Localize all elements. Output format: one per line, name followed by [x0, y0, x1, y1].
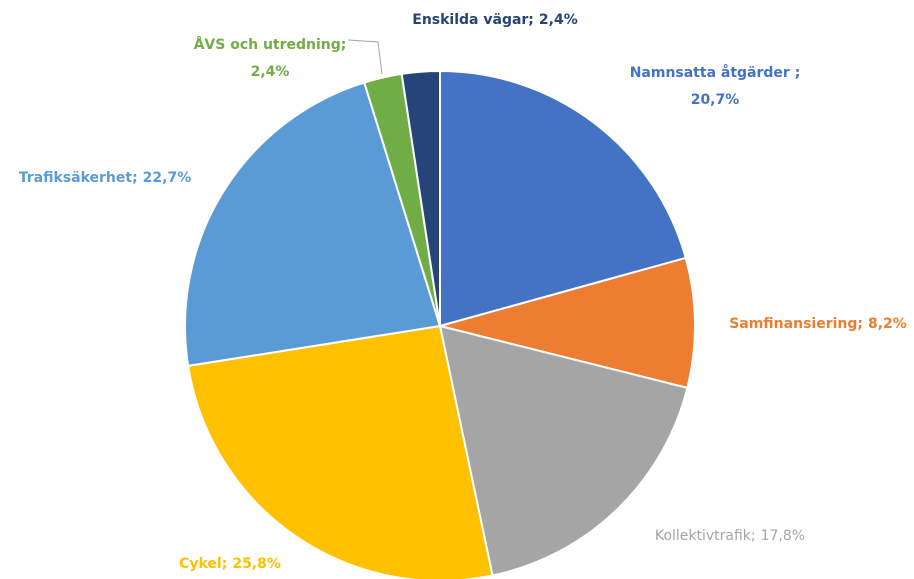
label-category: Samfinansiering;	[729, 316, 863, 332]
label-category: ÅVS och utredning;	[194, 36, 347, 53]
data-label: Namnsatta åtgärder ; 20,7%	[630, 64, 801, 108]
label-value: 2,4%	[539, 12, 578, 28]
label-value: 8,2%	[868, 316, 907, 332]
pie-slice	[184, 81, 442, 368]
pie-slice	[436, 256, 696, 390]
label-value: 17,8%	[761, 528, 805, 544]
data-label: Enskilda vägar; 2,4%	[412, 12, 578, 28]
label-value: 25,8%	[232, 556, 281, 572]
pie-slice	[186, 324, 494, 579]
pie-slice	[400, 69, 441, 327]
leader-line	[347, 39, 383, 75]
data-label: Cykel; 25,8%	[179, 556, 281, 572]
label-category: Namnsatta åtgärder ;	[630, 64, 801, 81]
label-category: Enskilda vägar;	[412, 12, 534, 28]
label-category: Kollektivtrafik;	[655, 528, 756, 544]
data-label: Kollektivtrafik; 17,8%	[655, 528, 805, 544]
data-label: Trafiksäkerhet; 22,7%	[19, 170, 192, 186]
pie-slice	[438, 324, 689, 577]
label-category: Cykel;	[179, 556, 227, 572]
label-value: 2,4%	[251, 64, 290, 80]
label-value: 20,7%	[691, 92, 740, 108]
label-category: Trafiksäkerhet;	[19, 170, 138, 186]
label-value: 22,7%	[143, 170, 192, 186]
data-label: ÅVS och utredning; 2,4%	[194, 36, 347, 80]
pie-slice	[439, 69, 687, 328]
data-label: Samfinansiering; 8,2%	[729, 316, 907, 332]
